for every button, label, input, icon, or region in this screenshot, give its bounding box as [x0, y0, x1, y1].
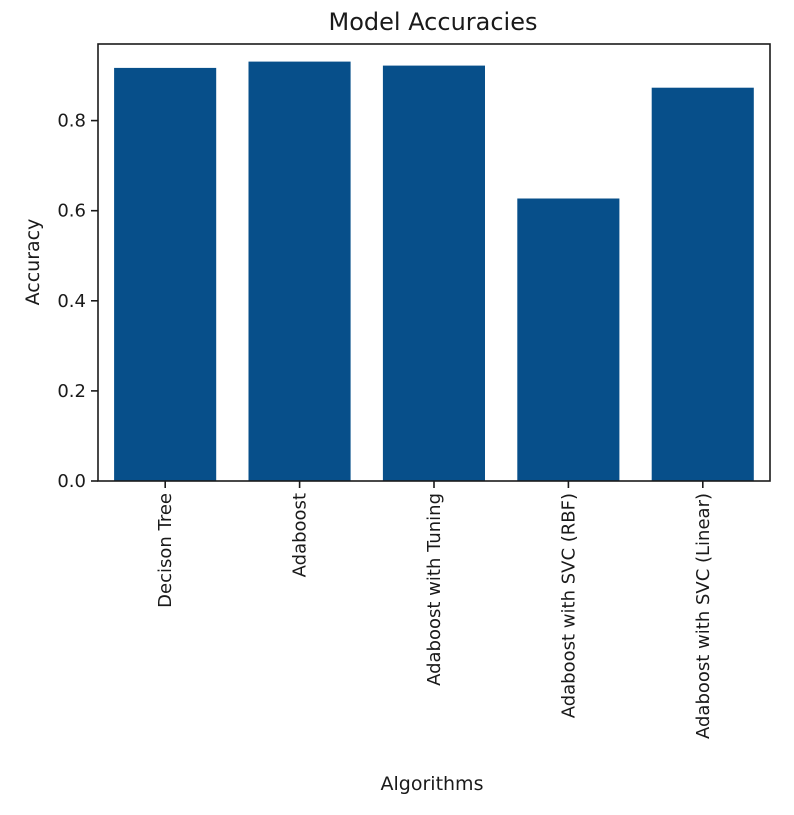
x-tick-label: Decison Tree [155, 493, 176, 608]
x-axis-ticks: Decison Tree Adaboost Adaboost with Tuning… [155, 481, 714, 739]
x-tick-label: Adaboost with Tuning [424, 493, 445, 686]
y-axis-label: Accuracy [22, 219, 44, 306]
x-tick-label: Adaboost with SVC (Linear) [693, 493, 714, 739]
bar [114, 67, 217, 482]
bar [517, 198, 620, 481]
y-tick-label: 0.6 [57, 201, 86, 222]
y-tick-label: 0.2 [57, 381, 86, 402]
y-tick-label: 0.8 [57, 111, 86, 132]
y-tick-label: 0.4 [57, 291, 86, 312]
x-axis-label: Algorithms [381, 773, 484, 795]
bar [382, 65, 485, 481]
x-tick-label: Adaboost [290, 493, 311, 577]
x-tick-label: Adaboost with SVC (RBF) [558, 493, 579, 718]
y-axis-ticks: 0.0 0.2 0.4 0.6 0.8 [57, 111, 98, 492]
plot-area-frame [97, 43, 771, 482]
y-tick-label: 0.0 [57, 471, 86, 492]
bar [651, 87, 754, 481]
bars-group [114, 61, 754, 482]
bar [248, 61, 351, 481]
chart-title: Model Accuracies [329, 8, 538, 36]
